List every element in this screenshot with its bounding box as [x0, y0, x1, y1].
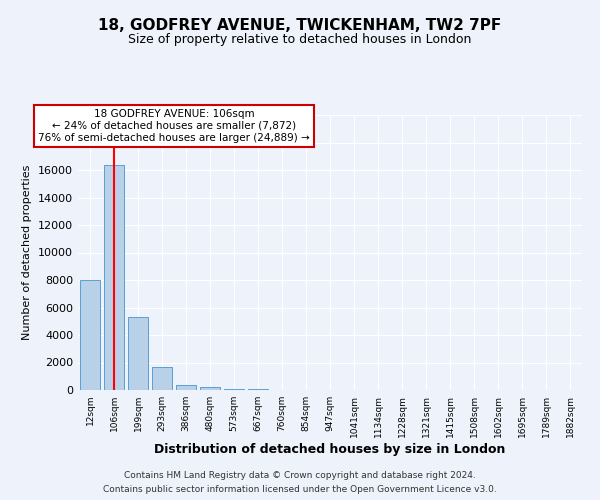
Bar — [128, 317, 148, 390]
Bar — [200, 387, 220, 390]
Text: 18 GODFREY AVENUE: 106sqm
← 24% of detached houses are smaller (7,872)
76% of se: 18 GODFREY AVENUE: 106sqm ← 24% of detac… — [38, 110, 310, 142]
X-axis label: Distribution of detached houses by size in London: Distribution of detached houses by size … — [154, 442, 506, 456]
Text: Contains public sector information licensed under the Open Government Licence v3: Contains public sector information licen… — [103, 484, 497, 494]
Bar — [80, 280, 100, 390]
Bar — [176, 384, 196, 390]
Text: Contains HM Land Registry data © Crown copyright and database right 2024.: Contains HM Land Registry data © Crown c… — [124, 472, 476, 480]
Bar — [104, 164, 124, 390]
Text: Size of property relative to detached houses in London: Size of property relative to detached ho… — [128, 32, 472, 46]
Text: 18, GODFREY AVENUE, TWICKENHAM, TW2 7PF: 18, GODFREY AVENUE, TWICKENHAM, TW2 7PF — [98, 18, 502, 32]
Bar — [224, 388, 244, 390]
Bar — [152, 366, 172, 390]
Y-axis label: Number of detached properties: Number of detached properties — [22, 165, 32, 340]
